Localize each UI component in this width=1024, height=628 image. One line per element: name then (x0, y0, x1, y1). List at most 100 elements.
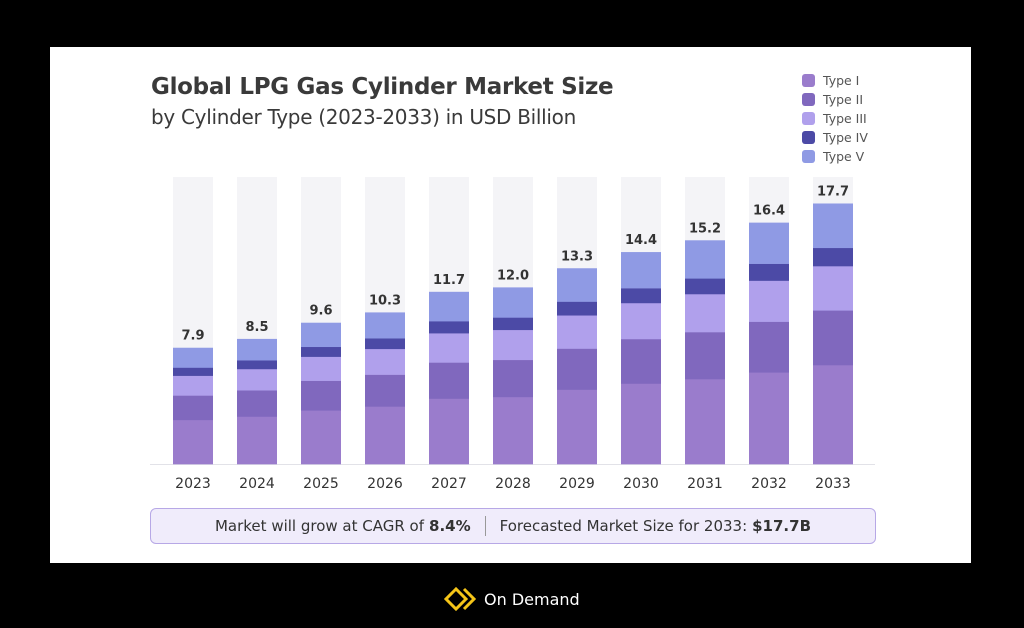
data-label: 11.7 (433, 273, 465, 288)
bar-segment (557, 301, 597, 316)
bar-segment (621, 338, 661, 384)
bar-segment (429, 321, 469, 334)
bar-segment (685, 278, 725, 295)
x-tick-label: 2033 (815, 476, 851, 492)
bar-segment (813, 266, 853, 311)
bar-segment (429, 291, 469, 322)
x-tick-label: 2028 (495, 476, 531, 492)
bar-segment (365, 338, 405, 350)
summary-banner: Market will grow at CAGR of 8.4% Forecas… (150, 508, 876, 544)
bar-segment (557, 268, 597, 302)
x-tick-label: 2023 (175, 476, 211, 492)
bar-segment (685, 332, 725, 380)
bar-segment (749, 263, 789, 281)
legend-label: Type I (823, 73, 860, 88)
x-tick-label: 2030 (623, 476, 659, 492)
bar-segment (301, 410, 341, 465)
bar-segment (749, 280, 789, 322)
bar-segment (685, 293, 725, 333)
data-label: 7.9 (181, 329, 204, 344)
bar-segment (813, 365, 853, 465)
bar-segment (173, 395, 213, 421)
bar-segment (749, 222, 789, 264)
brand-logo: On Demand (444, 587, 580, 611)
x-tick-label: 2024 (239, 476, 275, 492)
bar-segment (365, 374, 405, 407)
bar-segment (557, 348, 597, 390)
chart-card: 7.9 2023 8.5 2024 9.6 2025 10.3 2026 11.7 2027 12.… (50, 47, 971, 563)
legend-swatch (802, 150, 815, 163)
bar-segment (493, 329, 533, 361)
legend-item: Type II (802, 90, 868, 109)
chart-subtitle: by Cylinder Type (2023-2033) in USD Bill… (151, 105, 576, 129)
chart-title: Global LPG Gas Cylinder Market Size (151, 74, 614, 100)
bar-segment (173, 347, 213, 368)
bar-segment (493, 396, 533, 465)
x-tick-label: 2027 (431, 476, 467, 492)
legend-swatch (802, 93, 815, 106)
legend-item: Type V (802, 147, 868, 166)
bar-segment (557, 389, 597, 465)
data-label: 13.3 (561, 249, 593, 264)
brand-name: On Demand (484, 589, 580, 609)
legend-item: Type IV (802, 128, 868, 147)
bar-segment (173, 375, 213, 396)
bar-segment (493, 287, 533, 318)
bar-segment (301, 322, 341, 348)
x-tick-label: 2025 (303, 476, 339, 492)
legend-item: Type I (802, 71, 868, 90)
bar-segment (493, 317, 533, 331)
double-chevron-diamond-icon (444, 587, 477, 611)
bar-segment (237, 390, 277, 417)
bar-segment (173, 367, 213, 376)
bar-segment (621, 288, 661, 304)
forecast-value: $17.7B (752, 517, 812, 535)
cagr-text: Market will grow at CAGR of (214, 517, 425, 535)
data-label: 9.6 (309, 304, 332, 319)
bar-segment (813, 247, 853, 267)
data-label: 8.5 (245, 320, 268, 335)
data-label: 15.2 (689, 221, 721, 236)
bar-segment (237, 338, 277, 361)
bar-segment (301, 346, 341, 357)
bar-segment (237, 368, 277, 391)
bar-segment (813, 310, 853, 366)
bar-segment (749, 321, 789, 373)
data-label: 14.4 (625, 233, 657, 248)
bar-segment (365, 312, 405, 339)
bar-segment (813, 203, 853, 249)
bar-segment (557, 315, 597, 349)
bar-segment (429, 362, 469, 399)
legend-swatch (802, 74, 815, 87)
bar-segment (493, 359, 533, 398)
data-label: 12.0 (497, 268, 529, 283)
data-label: 10.3 (369, 293, 401, 308)
bar-segment (237, 416, 277, 465)
legend-item: Type III (802, 109, 868, 128)
legend: Type I Type II Type III Type IV Type V (802, 71, 868, 166)
legend-swatch (802, 131, 815, 144)
bar-segment (429, 333, 469, 363)
bar-segment (365, 348, 405, 375)
x-tick-label: 2031 (687, 476, 723, 492)
bar-segment (429, 398, 469, 465)
divider (484, 516, 486, 536)
bar-chart: 7.9 2023 8.5 2024 9.6 2025 10.3 2026 11.7 2027 12.… (150, 177, 875, 492)
x-tick-label: 2026 (367, 476, 403, 492)
data-label: 16.4 (753, 204, 785, 219)
bar-segment (301, 380, 341, 411)
bar-segment (621, 252, 661, 289)
legend-label: Type V (823, 149, 865, 164)
bar-segment (173, 419, 213, 465)
bar-segment (365, 406, 405, 465)
legend-label: Type II (823, 92, 864, 107)
forecast-text: Forecasted Market Size for 2033: (499, 517, 748, 535)
legend-swatch (802, 112, 815, 125)
x-tick-label: 2032 (751, 476, 787, 492)
legend-label: Type IV (823, 130, 868, 145)
bar-segment (621, 302, 661, 340)
bar-segment (685, 240, 725, 279)
cagr-value: 8.4% (429, 517, 471, 535)
bar-segment (749, 372, 789, 465)
bar-segment (237, 360, 277, 370)
